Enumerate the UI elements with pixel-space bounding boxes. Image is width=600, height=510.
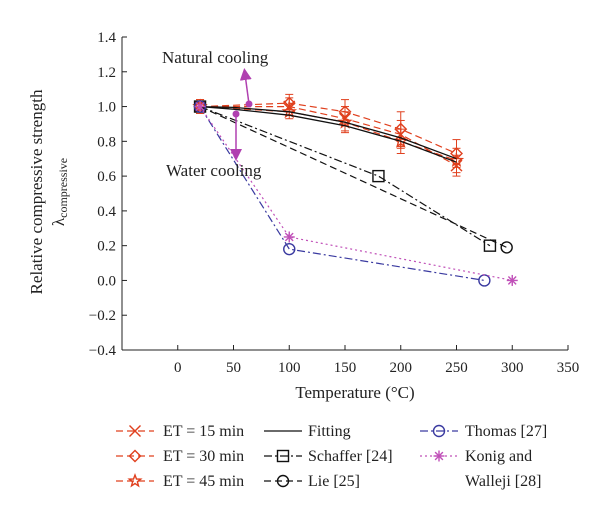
legend-marker: [276, 449, 290, 463]
y-tick-label: 0.0: [97, 273, 116, 289]
annotation-water-cooling: Water cooling: [166, 161, 262, 180]
legend-item-lie: Lie [25]: [264, 473, 360, 490]
data-point: [281, 103, 298, 119]
x-tick-label: 200: [390, 360, 413, 376]
x-tick-label: 300: [501, 360, 524, 376]
legend-marker: [128, 449, 142, 463]
y-tick-label: 0.6: [97, 169, 116, 185]
natural-cooling-arrow: [239, 68, 252, 105]
legend-label-konig-2: Walleji [28]: [465, 473, 541, 490]
natural-cooling-dot: [245, 100, 253, 108]
y-axis-subscript: compressive: [56, 158, 70, 218]
series-line: [199, 106, 507, 248]
data-point: [506, 274, 518, 286]
legend-label-schaffer: Schaffer [24]: [308, 448, 393, 465]
x-tick-label: 0: [174, 360, 182, 376]
y-tick-label: −0.2: [89, 308, 116, 324]
series-line: [199, 106, 513, 281]
plot-area: −0.4 −0.2 0.0 0.2 0.4 0.6 0.8 1.0 1.2 1.4 0 50 100 15…: [89, 30, 579, 376]
x-tick-label: 250: [445, 360, 468, 376]
y-axis-title: Relative compressive strength: [27, 89, 46, 294]
water-cooling-dot: [232, 110, 240, 118]
data-point: [283, 231, 295, 243]
data-point: [372, 169, 385, 183]
data-point: [337, 114, 353, 129]
y-tick-label: 1.4: [97, 30, 116, 46]
annotation-natural-cooling: Natural cooling: [162, 48, 269, 67]
data-point: [283, 242, 296, 256]
legend-label-lie: Lie [25]: [308, 473, 360, 490]
legend-item-et45: ET = 45 min: [116, 473, 244, 490]
x-tick-label: 100: [278, 360, 301, 376]
legend-item-fitting: Fitting: [264, 423, 351, 440]
y-axis-lambda: λ: [49, 217, 68, 226]
legend-marker: [433, 450, 445, 462]
series-4: [200, 105, 457, 163]
y-tick-label: 1.2: [97, 65, 116, 81]
y-tick-label: −0.4: [89, 343, 117, 359]
y-tick-label: 0.8: [97, 134, 116, 150]
x-tick-label: 50: [226, 360, 241, 376]
x-tick-label: 150: [334, 360, 357, 376]
data-point: [194, 101, 206, 113]
series-7: [193, 100, 491, 287]
legend-marker: [127, 473, 143, 488]
series-line: [200, 105, 457, 163]
legend-label-fitting: Fitting: [308, 423, 351, 440]
legend-item-konig: Konig and Walleji [28]: [420, 448, 541, 490]
legend-item-et15: ET = 15 min: [116, 423, 244, 440]
legend-label-et45: ET = 45 min: [163, 473, 244, 490]
series-line: [200, 105, 457, 160]
legend-item-schaffer: Schaffer [24]: [264, 448, 393, 465]
series-line: [199, 106, 485, 281]
series-line: [200, 102, 457, 155]
data-point: [478, 274, 491, 287]
series-3: [200, 105, 457, 160]
x-tick-label: 350: [557, 360, 580, 376]
legend-label-konig-1: Konig and: [465, 448, 532, 465]
legend-marker: [129, 425, 141, 437]
legend: ET = 15 min ET = 30 min ET = 45 min Fitt…: [116, 423, 547, 490]
legend-item-et30: ET = 30 min: [116, 448, 244, 465]
y-axis-symbol: λcompressive: [49, 158, 70, 226]
data-point: [500, 241, 513, 254]
y-tick-label: 0.2: [97, 239, 116, 255]
legend-label-et15: ET = 15 min: [163, 423, 244, 440]
x-axis-title: Temperature (°C): [295, 383, 414, 402]
legend-marker: [276, 474, 290, 488]
error-bar: [452, 147, 461, 174]
legend-label-thomas: Thomas [27]: [465, 423, 547, 440]
y-tick-label: 1.0: [97, 100, 116, 116]
series-8: [194, 101, 518, 286]
data-point: [448, 152, 465, 167]
legend-label-et30: ET = 30 min: [163, 448, 244, 465]
y-tick-label: 0.4: [97, 204, 116, 220]
legend-marker: [432, 424, 446, 438]
legend-item-thomas: Thomas [27]: [420, 423, 547, 440]
